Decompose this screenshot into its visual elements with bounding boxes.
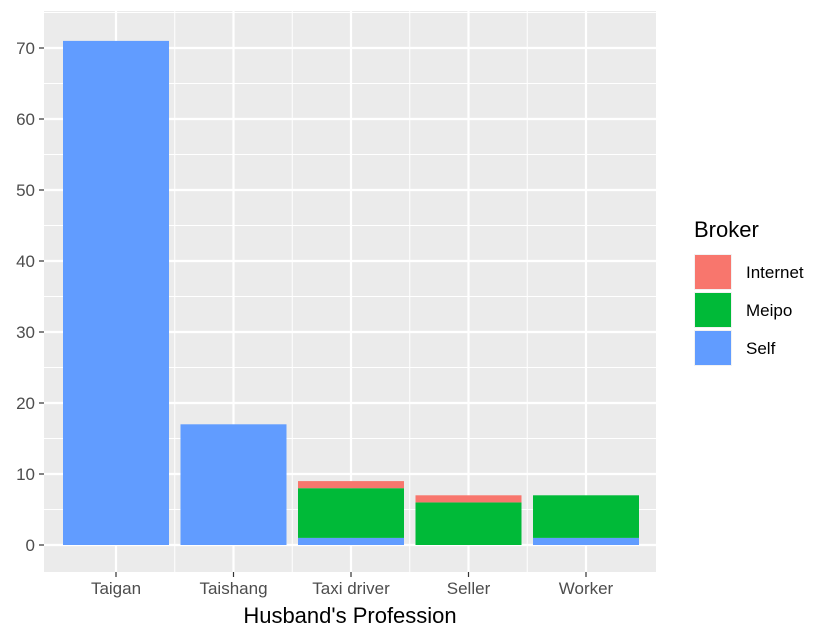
bar-segment: [533, 495, 639, 538]
bar-segment: [180, 424, 287, 545]
legend-label: Internet: [746, 263, 804, 282]
axis-ticks: 0 10 20 30 40 50 60 70 Taigan Taishang Taxi driver…: [16, 39, 613, 598]
y-tick-label: 50: [16, 181, 35, 200]
x-axis-title: Husband's Profession: [243, 603, 456, 625]
y-tick-label: 0: [26, 536, 35, 555]
legend: Broker Internet Meipo Self: [694, 217, 804, 366]
bar-segment: [298, 537, 404, 545]
legend-swatch: [695, 255, 731, 289]
y-tick-label: 60: [16, 110, 35, 129]
y-tick-label: 70: [16, 39, 35, 58]
x-tick-label: Taxi driver: [312, 579, 390, 598]
legend-swatch: [695, 331, 731, 365]
bar-segment: [298, 481, 404, 489]
legend-items: Internet Meipo Self: [694, 254, 804, 366]
y-tick-label: 30: [16, 323, 35, 342]
x-tick-label: Worker: [559, 579, 614, 598]
legend-label: Self: [746, 339, 776, 358]
bar-segment: [63, 40, 169, 546]
legend-swatch: [695, 293, 731, 327]
bar-segment: [415, 495, 522, 503]
y-tick-label: 10: [16, 465, 35, 484]
bar-segment: [415, 502, 522, 545]
x-tick-label: Seller: [447, 579, 491, 598]
y-tick-label: 20: [16, 394, 35, 413]
x-tick-label: Taishang: [199, 579, 267, 598]
bars: [63, 40, 639, 546]
legend-title: Broker: [694, 217, 759, 242]
bar-segment: [533, 537, 639, 545]
y-tick-label: 40: [16, 252, 35, 271]
legend-label: Meipo: [746, 301, 792, 320]
x-tick-label: Taigan: [91, 579, 141, 598]
bar-segment: [298, 488, 404, 538]
